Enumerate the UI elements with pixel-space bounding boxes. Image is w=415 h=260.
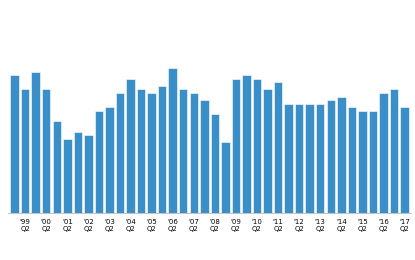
Bar bbox=[369, 111, 377, 213]
Bar bbox=[327, 100, 335, 213]
Bar bbox=[137, 89, 145, 213]
Bar bbox=[348, 107, 356, 213]
Bar bbox=[379, 93, 388, 213]
Bar bbox=[84, 135, 93, 213]
Bar bbox=[10, 75, 19, 213]
Bar bbox=[264, 89, 272, 213]
Bar bbox=[211, 114, 219, 213]
Bar bbox=[190, 93, 198, 213]
Bar bbox=[95, 111, 103, 213]
Bar bbox=[274, 82, 282, 213]
Bar bbox=[158, 86, 166, 213]
Bar bbox=[337, 96, 346, 213]
Bar bbox=[390, 89, 398, 213]
Bar bbox=[53, 121, 61, 213]
Bar bbox=[232, 79, 240, 213]
Text: % of Companies Beating Earnings Estimates by Quarter: 1999-Pre: % of Companies Beating Earnings Estimate… bbox=[2, 11, 374, 21]
Bar bbox=[200, 100, 208, 213]
Bar bbox=[295, 103, 303, 213]
Bar bbox=[147, 93, 156, 213]
Bar bbox=[358, 111, 366, 213]
Bar bbox=[116, 93, 124, 213]
Bar bbox=[253, 79, 261, 213]
Bar bbox=[305, 103, 314, 213]
Bar bbox=[21, 89, 29, 213]
Bar bbox=[400, 107, 409, 213]
Bar bbox=[42, 89, 51, 213]
Bar bbox=[126, 79, 135, 213]
Bar bbox=[168, 68, 177, 213]
Bar bbox=[242, 75, 251, 213]
Bar bbox=[179, 89, 188, 213]
Bar bbox=[63, 139, 71, 213]
Bar bbox=[316, 103, 325, 213]
Bar bbox=[105, 107, 114, 213]
Bar bbox=[284, 103, 293, 213]
Bar bbox=[221, 142, 229, 213]
Bar bbox=[32, 72, 40, 213]
Bar bbox=[73, 132, 82, 213]
